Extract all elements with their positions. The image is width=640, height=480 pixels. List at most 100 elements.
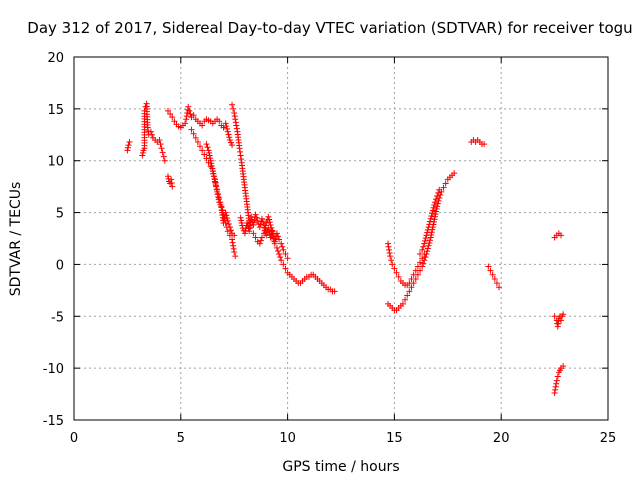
- data-point: [491, 275, 498, 282]
- data-point: [225, 131, 232, 138]
- data-point: [425, 224, 432, 231]
- y-tick-label: -15: [43, 414, 64, 429]
- data-point: [406, 288, 413, 295]
- data-point: [417, 259, 424, 266]
- data-point: [280, 246, 287, 253]
- data-point: [422, 237, 429, 244]
- data-point: [395, 273, 402, 280]
- data-point: [157, 141, 164, 148]
- y-tick-label: 15: [47, 103, 64, 118]
- data-point: [433, 196, 440, 203]
- data-point: [158, 145, 165, 152]
- data-point: [276, 251, 283, 258]
- data-point: [430, 204, 437, 211]
- data-point: [208, 162, 215, 169]
- data-point: [257, 237, 264, 244]
- data-point: [429, 210, 436, 217]
- data-point: [221, 217, 228, 224]
- data-point: [232, 116, 239, 123]
- x-tick-label: 20: [493, 431, 510, 446]
- data-point: [402, 296, 409, 303]
- data-point: [553, 377, 560, 384]
- data-point: [551, 313, 558, 320]
- data-point: [203, 155, 210, 162]
- data-point: [227, 227, 234, 234]
- data-point: [250, 219, 257, 226]
- data-point: [431, 216, 438, 223]
- data-point: [433, 208, 440, 215]
- data-point: [258, 234, 265, 241]
- data-point: [209, 165, 216, 172]
- y-tick-label: -5: [51, 310, 64, 325]
- y-axis-ticks: -15 -10 -5 0 5 10 15 20: [43, 51, 608, 429]
- data-point: [209, 168, 216, 175]
- data-point: [424, 248, 431, 255]
- data-point: [256, 224, 263, 231]
- y-tick-label: 10: [47, 155, 64, 170]
- data-point: [451, 170, 458, 177]
- data-point: [229, 101, 236, 108]
- data-point: [389, 261, 396, 268]
- data-point: [434, 203, 441, 210]
- data-point: [208, 160, 215, 167]
- data-point: [279, 243, 286, 250]
- data-point: [186, 107, 193, 114]
- data-point: [271, 240, 278, 247]
- data-point: [440, 184, 447, 191]
- data-point: [211, 178, 218, 185]
- data-point: [206, 149, 213, 156]
- data-point: [169, 183, 176, 190]
- data-point: [424, 226, 431, 233]
- data-point: [223, 123, 230, 130]
- data-point: [237, 148, 244, 155]
- data-point: [273, 244, 280, 251]
- data-point: [238, 219, 245, 226]
- data-point: [188, 126, 195, 133]
- data-point: [214, 188, 221, 195]
- data-point: [256, 240, 263, 247]
- data-point: [126, 139, 133, 146]
- data-point: [262, 222, 269, 229]
- data-point: [207, 157, 214, 164]
- data-point: [265, 213, 272, 220]
- data-point: [248, 213, 255, 220]
- data-point: [442, 180, 449, 187]
- data-point: [258, 215, 265, 222]
- data-point: [419, 263, 426, 270]
- data-point: [265, 226, 272, 233]
- data-point: [284, 255, 291, 262]
- data-point: [427, 218, 433, 225]
- data-point: [280, 261, 287, 268]
- data-point: [165, 175, 172, 182]
- data-point: [230, 245, 237, 252]
- data-point: [160, 153, 167, 160]
- data-point: [227, 139, 234, 146]
- data-point: [139, 152, 146, 159]
- data-point: [331, 288, 338, 295]
- data-point: [232, 253, 239, 260]
- data-point: [268, 227, 275, 234]
- data-point: [420, 243, 427, 250]
- data-point: [386, 246, 393, 253]
- data-point: [553, 380, 560, 387]
- data-point: [156, 136, 163, 143]
- data-point: [238, 156, 245, 163]
- data-point: [427, 234, 434, 241]
- data-point: [125, 142, 132, 149]
- data-point: [426, 239, 433, 246]
- data-point: [434, 200, 441, 207]
- data-point: [408, 284, 415, 291]
- data-point: [421, 257, 428, 264]
- data-point: [554, 373, 561, 380]
- data-point: [187, 111, 194, 118]
- chart-grid: [74, 57, 608, 420]
- data-point: [485, 263, 492, 270]
- data-point: [417, 267, 424, 274]
- data-point: [560, 363, 567, 370]
- data-point: [493, 280, 500, 287]
- data-point: [233, 125, 240, 132]
- data-point: [236, 145, 243, 152]
- data-point: [270, 235, 277, 242]
- data-point: [197, 143, 204, 150]
- data-point: [231, 248, 238, 255]
